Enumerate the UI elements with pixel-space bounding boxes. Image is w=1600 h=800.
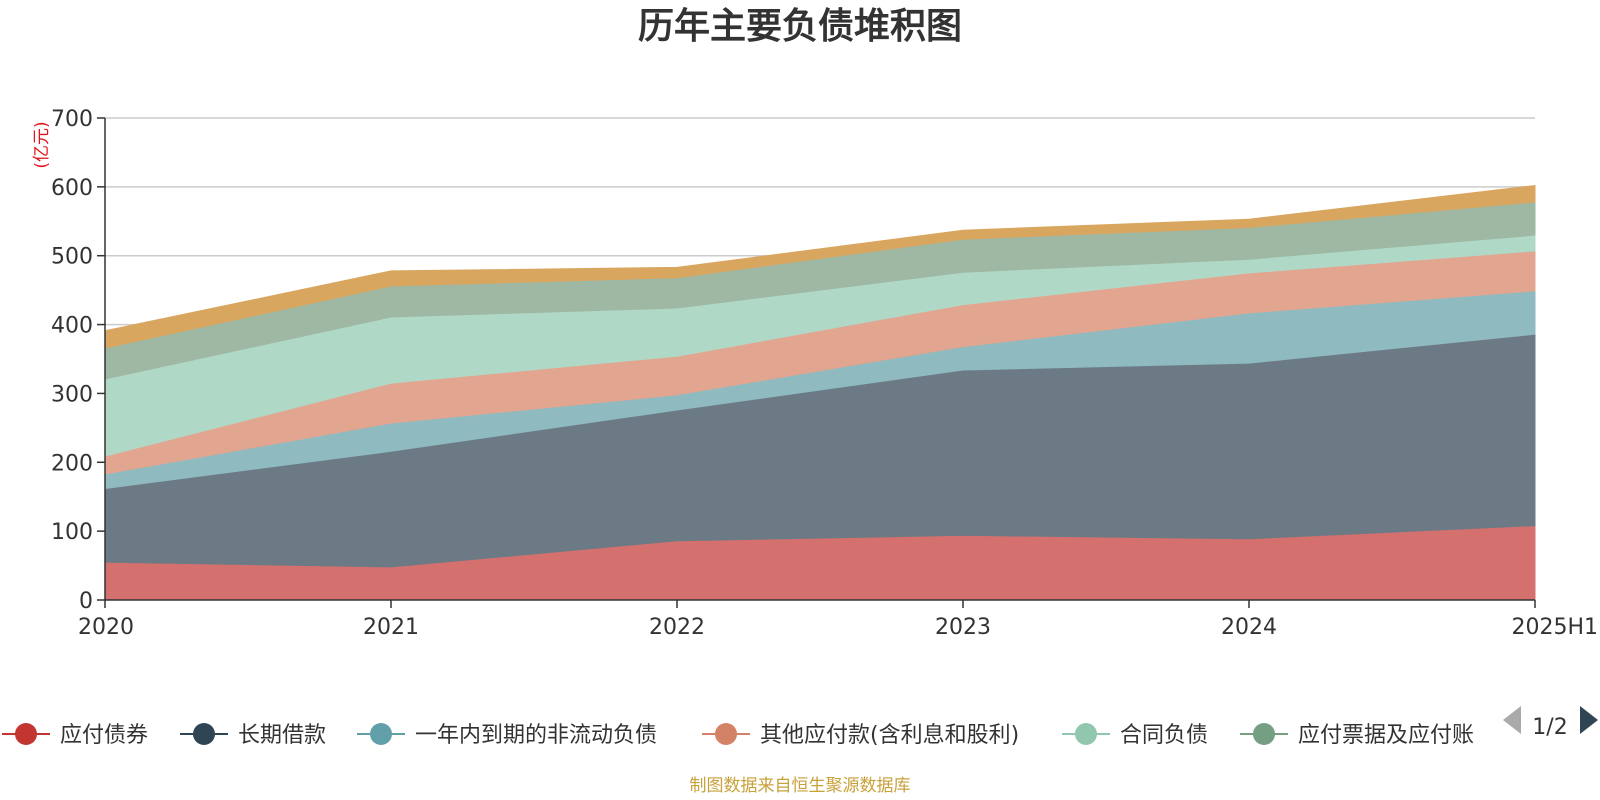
y-tick-label: 700: [51, 107, 93, 132]
legend-item[interactable]: 长期借款: [180, 723, 326, 748]
y-unit-label: (亿元): [32, 121, 52, 168]
legend-dot-icon: [370, 723, 392, 745]
y-tick-label: 0: [79, 589, 93, 614]
y-tick-label: 400: [51, 314, 93, 339]
legend-page-indicator: 1/2: [1532, 715, 1567, 740]
legend-dot-icon: [715, 723, 737, 745]
series-area-6: [104, 184, 1536, 349]
legend-item[interactable]: 应付票据及应付账: [1240, 723, 1474, 748]
x-tick-label: 2025H1: [1511, 615, 1598, 640]
axes: [104, 118, 1535, 601]
y-tick-label: 500: [51, 245, 93, 270]
legend: 应付债券 长期借款 一年内到期的非流动负债 其他应付款(含利息和股利) 合同负债 应付票据…: [2, 723, 1474, 748]
x-tick-labels: 2020 2021 2022 2023 2024 2025H1: [78, 600, 1598, 640]
legend-item[interactable]: 应付债券: [2, 723, 148, 748]
y-tick-label: 100: [51, 520, 93, 545]
legend-label: 合同负债: [1120, 723, 1208, 748]
legend-dot-icon: [1253, 723, 1275, 745]
legend-prev-arrow-icon[interactable]: [1503, 706, 1521, 734]
legend-dot-icon: [1075, 723, 1097, 745]
legend-label: 其他应付款(含利息和股利): [760, 723, 1019, 748]
chart-title: 历年主要负债堆积图: [638, 6, 962, 47]
legend-pager: 1/2: [1503, 706, 1598, 740]
y-tick-labels: 0 100 200 300 400 500 600 700: [51, 107, 105, 614]
legend-dot-icon: [193, 723, 215, 745]
legend-label: 应付票据及应付账: [1298, 723, 1474, 748]
x-tick-label: 2022: [649, 615, 705, 640]
series-areas: [104, 184, 1536, 601]
y-tick-label: 300: [51, 382, 93, 407]
legend-label: 一年内到期的非流动负债: [415, 723, 657, 748]
legend-label: 长期借款: [238, 723, 326, 748]
x-tick-label: 2024: [1221, 615, 1277, 640]
legend-item[interactable]: 其他应付款(含利息和股利): [702, 723, 1019, 748]
legend-next-arrow-icon[interactable]: [1580, 706, 1598, 734]
legend-item[interactable]: 一年内到期的非流动负债: [357, 723, 657, 748]
x-tick-label: 2020: [78, 615, 134, 640]
y-tick-label: 600: [51, 176, 93, 201]
legend-item[interactable]: 合同负债: [1062, 723, 1208, 748]
legend-label: 应付债券: [60, 723, 148, 748]
x-tick-label: 2023: [935, 615, 991, 640]
x-tick-label: 2021: [363, 615, 419, 640]
legend-dot-icon: [15, 723, 37, 745]
y-tick-label: 200: [51, 451, 93, 476]
data-source-note: 制图数据来自恒生聚源数据库: [690, 776, 911, 796]
